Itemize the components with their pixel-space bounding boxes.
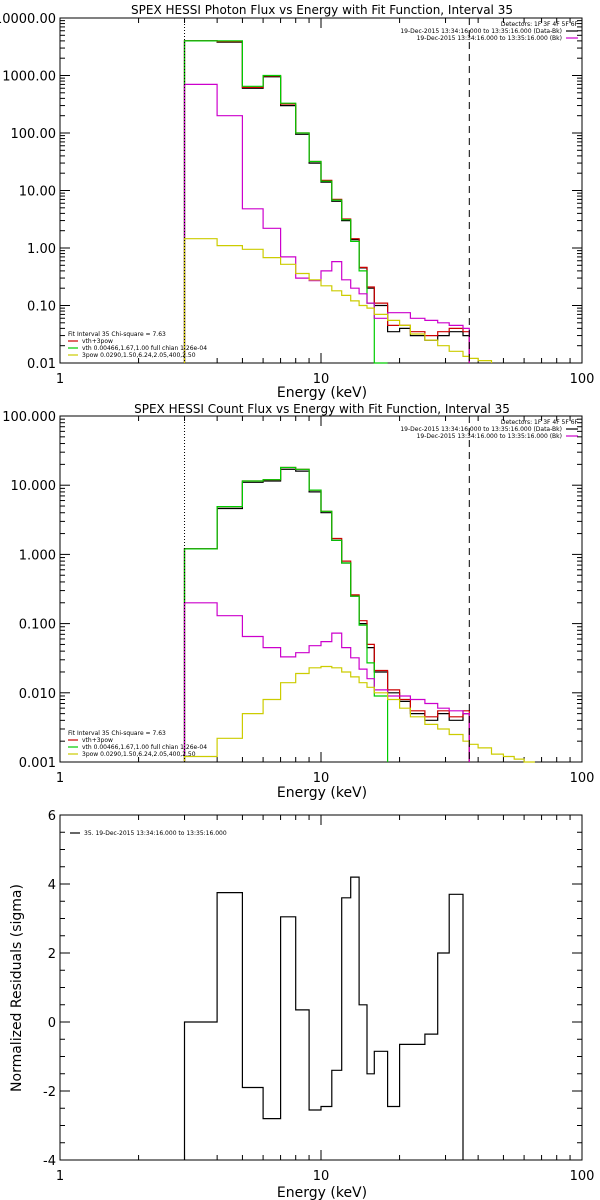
x-tick-label: 1 <box>56 1169 64 1184</box>
x-tick-label: 10 <box>313 771 330 786</box>
y-tick-label: 2 <box>48 947 56 962</box>
y-tick-label: 10000.00 <box>0 12 56 27</box>
y-tick-label: 1000.00 <box>2 70 56 85</box>
x-tick-label: 100 <box>570 771 595 786</box>
series-line-2 <box>183 40 388 364</box>
legend-bottom-entry: vth+3pow <box>82 737 113 744</box>
panel2-vlines <box>184 416 470 762</box>
legend-bottom-entry: 3pow 0.0290,1.50,6.24,2.05,400,2.50 <box>82 352 196 359</box>
x-tick-label: 100 <box>570 372 595 387</box>
panel2-xlabel: Energy (keV) <box>277 785 367 801</box>
x-tick-label: 1 <box>56 771 64 786</box>
y-tick-label: 100.00 <box>11 127 57 142</box>
panel3-legend: 35. 19-Dec-2015 13:34:16.000 to 13:35:16… <box>70 830 227 837</box>
legend-top-entry: 19-Dec-2015 13:34:16.000 to 13:35:16.000… <box>417 35 562 42</box>
x-tick-label: 1 <box>56 372 64 387</box>
panel3-axes-ticks: 1 10 100 -4 -2 0 2 4 6 <box>43 809 594 1184</box>
y-tick-label: 10.000 <box>11 479 57 494</box>
series-line-3 <box>183 602 470 762</box>
legend-top-entry: 19-Dec-2015 13:34:16.000 to 13:35:16.000… <box>400 28 562 35</box>
y-tick-label: -2 <box>43 1085 56 1100</box>
legend-bottom-entry: vth 0.00466,1.67,1.00 full chian 1.26e-0… <box>82 345 207 352</box>
legend-top-entry: 19-Dec-2015 13:34:16.000 to 13:35:16.000… <box>417 433 562 440</box>
series-line-2 <box>183 466 389 762</box>
series-line-4 <box>183 238 493 363</box>
y-tick-label: 0.10 <box>27 300 56 315</box>
panel1-series <box>183 40 493 364</box>
panel3-xlabel: Energy (keV) <box>277 1185 367 1200</box>
y-tick-label: 4 <box>48 878 56 893</box>
y-tick-label: 1.000 <box>19 548 56 563</box>
panel-count-flux: SPEX HESSI Count Flux vs Energy with Fit… <box>2 402 594 801</box>
panel2-axes-ticks: 1 10 100 0.001 0.010 0.100 1.000 10.000 100.000 <box>2 410 594 786</box>
legend-bottom-entry: Fit Interval 35 Chi-square = 7.63 <box>68 331 166 338</box>
legend-bottom-entry: vth+3pow <box>82 338 113 345</box>
y-tick-label: 0.010 <box>19 687 56 702</box>
legend-top-entry: Detectors: 1F 3F 4F 5F 6F <box>501 419 579 426</box>
panel2-plot-frame <box>59 415 583 763</box>
legend-bottom-entry: 3pow 0.0290,1.50,6.24,2.05,400,2.50 <box>82 751 196 758</box>
y-tick-label: 0.01 <box>27 357 56 372</box>
panel1-axes-ticks: 1 10 100 0.01 0.10 1.00 10.00 100.00 1000.00 1000… <box>0 12 594 387</box>
y-tick-label: -4 <box>43 1154 56 1169</box>
panel2-title: SPEX HESSI Count Flux vs Energy with Fit… <box>134 402 510 416</box>
panel2-series <box>183 466 535 763</box>
panel-residuals: 1 10 100 -4 -2 0 2 4 6 35. 19-Dec-2015 13:34:16.… <box>9 809 594 1200</box>
legend-bottom-entry: Fit Interval 35 Chi-square = 7.63 <box>68 730 166 737</box>
y-tick-label: 10.00 <box>19 185 56 200</box>
series-line-4 <box>183 665 535 763</box>
series-line-3 <box>183 83 470 363</box>
panel1-vlines <box>184 18 470 363</box>
panel-photon-flux: SPEX HESSI Photon Flux vs Energy with Fi… <box>0 3 594 401</box>
x-tick-label: 10 <box>313 1169 330 1184</box>
x-tick-label: 100 <box>570 1169 595 1184</box>
y-tick-label: 1.00 <box>27 242 56 257</box>
panel1-xlabel: Energy (keV) <box>277 385 367 401</box>
y-tick-label: 0.001 <box>19 756 56 771</box>
legend-inset-entry: 35. 19-Dec-2015 13:34:16.000 to 13:35:16… <box>84 830 227 837</box>
panel3-series <box>183 876 464 1160</box>
y-tick-label: 6 <box>48 809 56 824</box>
series-line-0 <box>183 40 470 363</box>
series-line-0 <box>183 876 464 1160</box>
panel1-plot-frame <box>59 17 583 364</box>
x-tick-label: 10 <box>313 372 330 387</box>
legend-top-entry: Detectors: 1F 3F 4F 5F 6F <box>501 21 579 28</box>
panel3-ylabel: Normalized Residuals (sigma) <box>9 884 25 1092</box>
y-tick-label: 0 <box>48 1016 56 1031</box>
y-tick-label: 0.100 <box>19 618 56 633</box>
y-tick-label: 100.000 <box>2 410 56 425</box>
legend-bottom-entry: vth 0.00466,1.67,1.00 full chian 1.26e-0… <box>82 744 207 751</box>
series-line-1 <box>183 40 470 363</box>
panel1-title: SPEX HESSI Photon Flux vs Energy with Fi… <box>131 3 513 17</box>
legend-top-entry: 19-Dec-2015 13:34:16.000 to 13:35:16.000… <box>400 426 562 433</box>
